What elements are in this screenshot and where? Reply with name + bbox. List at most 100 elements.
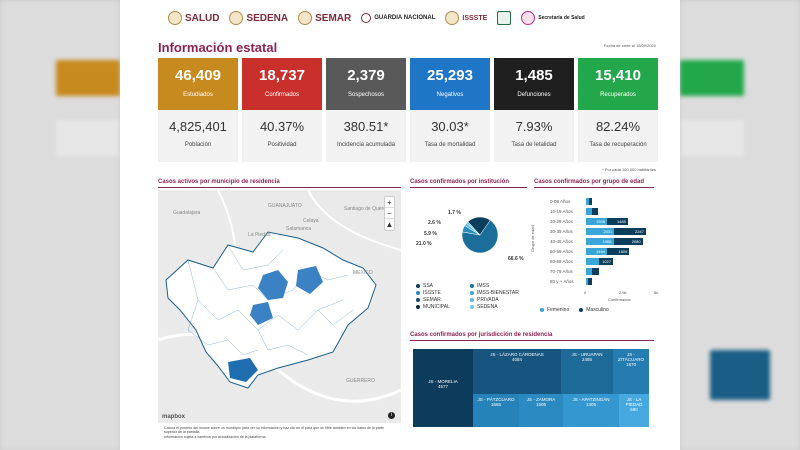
age-category-label: 0-09 Años (550, 199, 571, 204)
age-bar-femenino[interactable] (586, 258, 599, 265)
age-bar-masculino[interactable] (591, 268, 600, 275)
institution-section-title: Casos confirmados por institución (410, 179, 510, 185)
legend-item[interactable]: SEMAR (416, 297, 470, 303)
kpi-label: Recuperados (600, 92, 636, 98)
info-icon[interactable]: i (388, 412, 395, 419)
map-note: Información sujeta a cambios por actuali… (164, 435, 267, 439)
treemap-cell[interactable]: JS - LÁZARO CÁRDENAS 4084 (473, 349, 561, 394)
municipality-map[interactable]: GUANAJUATO Guadalajara Santiago de Queré… (158, 190, 401, 423)
secretaria-salud-logo: Secretaría de Salud (521, 11, 585, 25)
age-x-tick: 0 (584, 290, 587, 295)
kpi-estudiados[interactable]: 46,409 Estudiados 4,825,401 Población (158, 58, 238, 162)
treemap-cell[interactable]: JS - MORELIA 4577 (413, 349, 473, 427)
kpi-bottom-label: Positividad (267, 142, 297, 148)
active-municipality[interactable] (258, 270, 288, 300)
kpi-bottom-label: Tasa de mortalidad (424, 142, 476, 148)
institution-section-divider (410, 187, 527, 188)
treemap-cell[interactable]: JS - ZAMORA 1505 (519, 394, 563, 427)
map-canvas (158, 190, 401, 403)
legend-item[interactable]: Femenino (540, 307, 569, 313)
kpi-bottom-value: 380.51* (343, 119, 389, 134)
legend-item[interactable]: ISSSTE (416, 290, 470, 296)
age-bar-masculino[interactable]: 1606 (606, 248, 630, 255)
map-controls: + − ▲ (384, 196, 395, 231)
age-section-title: Casos confirmados por grupo de edad (534, 179, 645, 185)
age-category-label: 20-29 Años (550, 219, 573, 224)
age-bar-femenino[interactable]: 1966 (586, 238, 614, 245)
michoacan-state[interactable] (165, 231, 377, 389)
legend-item[interactable]: Masculino (579, 307, 609, 313)
age-x-tick: 2.5k (619, 290, 627, 295)
legend-item[interactable]: SSA (416, 283, 470, 289)
kpi-defunciones[interactable]: 1,485 Defunciones 7.93% Tasa de letalida… (494, 58, 574, 162)
age-category-label: 80 y + Años (550, 279, 574, 284)
kpi-label: Defunciones (517, 92, 551, 98)
legend-item[interactable]: IMSS (470, 283, 530, 289)
kpi-label: Sospechosos (347, 92, 385, 98)
compass-button[interactable]: ▲ (385, 220, 394, 229)
kpi-value: 2,379 (347, 67, 385, 84)
kpi-top: 15,410 Recuperados (578, 58, 658, 110)
kpi-bottom-value: 30.03* (431, 119, 469, 134)
treemap-cell[interactable]: JS - PÁTZCUARO 1665 (473, 394, 519, 427)
age-bar-masculino[interactable] (588, 278, 592, 285)
age-category-label: 60-69 Años (550, 259, 573, 264)
kpi-confirmados[interactable]: 18,737 Confirmados 40.37% Positividad (242, 58, 322, 162)
age-section-divider (534, 187, 654, 188)
age-bar-femenino[interactable]: 1494 (586, 248, 607, 255)
kpi-value: 25,293 (427, 67, 473, 84)
age-bar-femenino[interactable]: 2031 (586, 228, 615, 235)
age-bar-masculino[interactable]: 1485 (607, 218, 628, 225)
age-bar-masculino[interactable]: 2247 (614, 228, 646, 235)
age-bar-femenino[interactable]: 1506 (586, 218, 608, 225)
active-municipality[interactable] (296, 266, 323, 294)
pie-slice-label: 2.6 % (428, 220, 441, 226)
pie-slice-sedena[interactable] (466, 221, 481, 236)
legend-item[interactable]: IMSS-BIENESTAR (470, 290, 530, 296)
age-bar-masculino[interactable] (588, 198, 592, 205)
kpi-top: 2,379 Sospechosos (326, 58, 406, 110)
map-section-divider (158, 187, 401, 188)
kpi-recuperados[interactable]: 15,410 Recuperados 82.24% Tasa de recupe… (578, 58, 658, 162)
age-bar-masculino[interactable]: 1027 (598, 258, 613, 265)
active-municipality[interactable] (228, 358, 258, 382)
kpi-label: Negativos (436, 92, 464, 98)
age-category-label: 10-19 Años (550, 209, 573, 214)
age-x-tick: 5k (654, 290, 659, 295)
treemap-cell[interactable]: JS - APATZINGÁN 1305 (563, 394, 619, 427)
age-bar-femenino[interactable] (586, 198, 589, 205)
map-label: GUERRERO (346, 378, 375, 384)
map-label: Celaya (303, 218, 319, 224)
zoom-in-button[interactable]: + (385, 197, 394, 208)
kpi-top: 25,293 Negativos (410, 58, 490, 110)
legend-item[interactable]: MUNICIPAL (416, 304, 470, 310)
age-bar-masculino[interactable]: 2080 (613, 238, 643, 245)
header-logos: SALUD SEDENA SEMAR GUARDIA NACIONAL ISSS… (120, 4, 680, 32)
pie-slice-imss[interactable] (461, 219, 499, 254)
kpi-negativos[interactable]: 25,293 Negativos 30.03* Tasa de mortalid… (410, 58, 490, 162)
age-bar-chart: Grupo de edad 0-09 Años 10-19 Años 20-29 A… (530, 190, 666, 320)
mapbox-logo[interactable]: mapbox (162, 414, 186, 420)
kpi-bottom: 30.03* Tasa de mortalidad (410, 110, 490, 162)
treemap-cell[interactable]: JS - URUAPAN 2485 (561, 349, 613, 394)
age-bar-femenino[interactable] (586, 208, 592, 215)
kpi-sospechosos[interactable]: 2,379 Sospechosos 380.51* Incidencia acu… (326, 58, 406, 162)
map-section-title: Casos activos por municipio de residenci… (158, 179, 280, 185)
map-label: Guadalajara (173, 210, 201, 216)
kpi-value: 15,410 (595, 67, 641, 84)
treemap-cell[interactable]: JS - ZITÁCUARO 1870 (613, 349, 649, 394)
age-category-label: 40-49 Años (550, 239, 573, 244)
active-municipality[interactable] (250, 302, 273, 325)
legend-item[interactable]: SEDENA (470, 304, 530, 310)
age-bar-femenino[interactable] (586, 278, 589, 285)
treemap-cell[interactable]: JS - LA PIEDAD 590 (619, 394, 649, 427)
age-bar-femenino[interactable] (586, 268, 592, 275)
pie-slice-label: 1.7 % (448, 210, 461, 216)
kpi-top: 46,409 Estudiados (158, 58, 238, 110)
pie-legend: SSA IMSS ISSSTE IMSS-BIENESTAR SEMAR PRI… (416, 283, 536, 310)
zoom-out-button[interactable]: − (385, 208, 394, 219)
kpi-top: 18,737 Confirmados (242, 58, 322, 110)
map-label: GUANAJUATO (268, 203, 302, 209)
age-bar-masculino[interactable] (591, 208, 598, 215)
legend-item[interactable]: PRIVADA (470, 297, 530, 303)
